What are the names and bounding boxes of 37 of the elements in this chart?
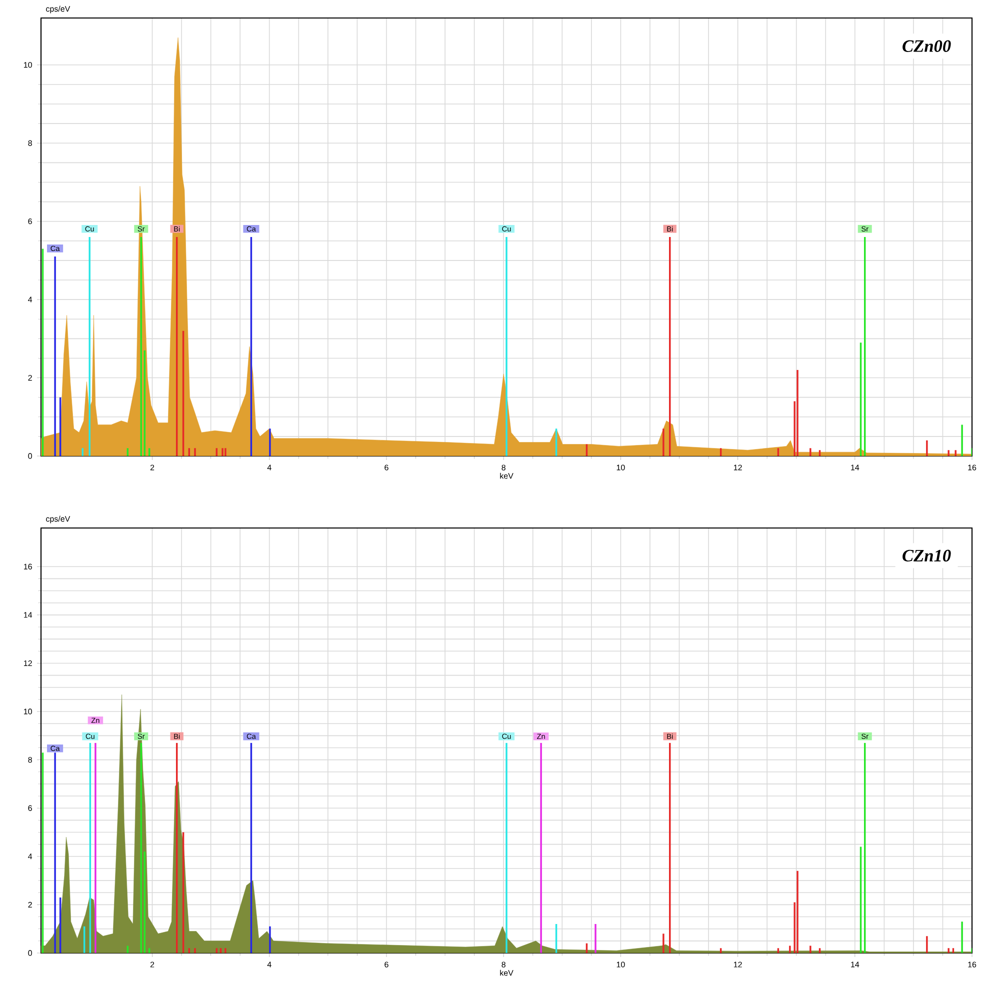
x-tick-label: 14: [851, 464, 860, 470]
x-tick-label: 14: [851, 962, 860, 968]
y-tick-label: 4: [28, 854, 32, 860]
x-tick-label: 12: [734, 464, 742, 470]
x-tick-label: 8: [502, 962, 506, 968]
text: CZn10: [902, 550, 951, 562]
x-tick-label: 2: [150, 464, 154, 470]
y-tick-label: 8: [28, 756, 32, 763]
x-tick-label: 12: [734, 962, 742, 968]
y-tick-label: 14: [24, 612, 32, 618]
y-tick-label: 10: [24, 62, 32, 68]
y-tick-label: 6: [28, 218, 32, 224]
y-tick-label: 8: [28, 140, 32, 146]
y-tick-label: 10: [24, 708, 32, 714]
x-tick-label: 10: [616, 464, 625, 470]
x-axis-title: keV: [500, 970, 514, 976]
y-tick-label: 0: [28, 453, 32, 459]
x-tick-label: 2: [150, 962, 154, 968]
x-tick-label: 10: [616, 962, 625, 968]
x-axis-title: keV: [500, 472, 514, 479]
x-tick-label: 16: [968, 962, 976, 968]
y-tick-label: 6: [28, 805, 32, 811]
x-tick-label: 16: [968, 464, 976, 470]
x-tick-label: 4: [267, 962, 272, 968]
y-tick-label: 2: [28, 902, 32, 908]
text: CZn00: [902, 40, 951, 52]
y-tick-label: 4: [28, 296, 32, 302]
y-tick-label: 0: [28, 950, 32, 956]
y-axis-title: cps/eV: [46, 516, 70, 524]
y-tick-label: 16: [24, 564, 32, 570]
x-tick-label: 8: [502, 464, 506, 470]
y-tick-label: 12: [24, 660, 32, 666]
x-tick-label: 4: [267, 464, 272, 470]
x-tick-label: 6: [384, 464, 388, 470]
x-tick-label: 6: [384, 962, 388, 968]
y-axis-title: cps/eV: [46, 6, 70, 14]
y-tick-label: 2: [28, 374, 32, 381]
